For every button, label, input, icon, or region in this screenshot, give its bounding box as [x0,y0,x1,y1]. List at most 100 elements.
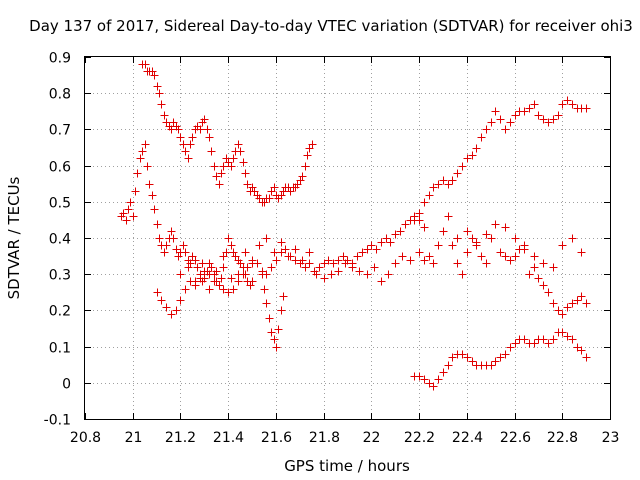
data-point [429,259,438,268]
data-point [219,263,228,272]
data-point [270,183,279,192]
data-point [434,180,443,189]
data-point [573,296,582,305]
data-point [329,259,338,268]
data-point [458,270,467,279]
data-point [119,209,128,218]
data-point [205,259,214,268]
data-point [148,67,157,76]
data-point [157,296,166,305]
data-point [198,259,207,268]
data-point [191,256,200,265]
data-point [153,220,162,229]
y-tick-label: -0.1 [44,413,71,429]
data-point [265,314,274,323]
data-point [439,368,448,377]
data-point [227,241,236,250]
data-point [272,256,281,265]
data-point [453,234,462,243]
data-point [133,169,142,178]
data-point [391,230,400,239]
data-point [582,353,591,362]
data-point [124,205,133,214]
data-point [312,270,321,279]
data-point [174,125,183,134]
data-point [420,256,429,265]
data-point [212,172,221,181]
data-point [420,198,429,207]
data-point [530,252,539,261]
x-tick-labels: 20.8 21 21.2 21.4 21.6 21.8 22 22.2 22.4 22.6 22.8… [70,430,620,446]
data-point [549,335,558,344]
data-point [155,234,164,243]
data-point [348,263,357,272]
data-point [463,154,472,163]
data-point [217,169,226,178]
tick-layer [85,57,611,420]
data-point [167,310,176,319]
data-point [506,118,515,127]
data-point [386,238,395,247]
data-point [324,256,333,265]
data-point [227,162,236,171]
data-point [136,154,145,163]
data-point [260,285,269,294]
data-point [248,259,257,268]
data-point [215,180,224,189]
data-point [193,263,202,272]
x-tick-label: 22.2 [404,430,435,446]
data-point [377,238,386,247]
data-point [577,292,586,301]
data-point [184,154,193,163]
data-point [262,234,271,243]
data-point [229,285,238,294]
data-point [501,125,510,134]
data-point [506,256,515,265]
plot-frame [84,56,611,420]
data-point [315,263,324,272]
data-point [181,248,190,257]
data-point [491,107,500,116]
data-point [277,306,286,315]
data-point [525,104,534,113]
data-point [491,357,500,366]
data-point [298,256,307,265]
data-point [210,277,219,286]
y-tick-label: 0.8 [49,87,71,103]
data-point [291,256,300,265]
data-point [520,245,529,254]
data-point [272,343,281,352]
data-point [334,267,343,276]
series-track-mid [153,212,429,319]
data-point [305,259,314,268]
data-point [234,277,243,286]
data-point [224,288,233,297]
data-point [534,111,543,120]
data-point [463,248,472,257]
data-point [367,241,376,250]
data-point [458,350,467,359]
y-tick-label: 0.6 [49,160,71,176]
data-point [530,100,539,109]
data-point [143,162,152,171]
x-tick-label: 21.4 [213,430,244,446]
data-point [563,332,572,341]
data-point [265,194,274,203]
data-point [463,227,472,236]
data-point [210,162,219,171]
data-point [219,252,228,261]
data-point [372,245,381,254]
data-point [145,180,154,189]
data-points [117,60,591,391]
data-point [558,310,567,319]
data-point [429,382,438,391]
data-point [279,292,288,301]
data-point [429,183,438,192]
data-point [491,220,500,229]
data-point [219,285,228,294]
data-point [160,248,169,257]
data-point [212,267,221,276]
data-point [511,339,520,348]
data-point [186,140,195,149]
data-point [234,140,243,149]
